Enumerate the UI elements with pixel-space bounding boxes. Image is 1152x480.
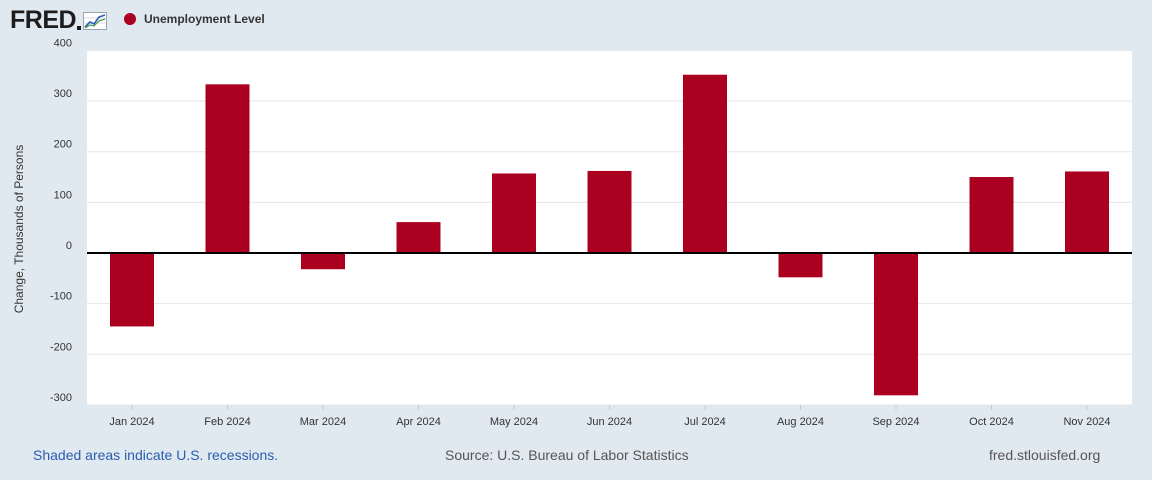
fred-logo-dot (77, 26, 82, 30)
fred-logo[interactable]: FRED (10, 6, 108, 34)
x-tick-label: Sep 2024 (872, 416, 919, 428)
bar-may-2024[interactable] (492, 173, 536, 253)
y-tick-label: -300 (50, 392, 72, 404)
fred-logo-text: FRED (10, 6, 77, 34)
fred-graph-icon (83, 12, 108, 30)
bar-feb-2024[interactable] (205, 84, 250, 253)
x-tick-label: Mar 2024 (300, 416, 346, 428)
chart-legend: Unemployment Level (124, 12, 265, 26)
y-tick-label: 0 (66, 240, 72, 252)
bar-apr-2024[interactable] (396, 222, 441, 253)
chart-header: FRED Unemployment Level (0, 0, 1152, 40)
bar-sep-2024[interactable] (874, 253, 918, 396)
x-tick-label: Nov 2024 (1063, 416, 1110, 428)
recession-note-link[interactable]: Shaded areas indicate U.S. recessions. (33, 447, 279, 463)
source-text: Source: U.S. Bureau of Labor Statistics (445, 447, 689, 463)
y-tick-label: 400 (54, 37, 72, 49)
x-tick-label: Feb 2024 (204, 416, 250, 428)
bar-aug-2024[interactable] (778, 253, 823, 278)
y-tick-label: 100 (54, 189, 72, 201)
x-tick-label: Jul 2024 (684, 416, 726, 428)
y-tick-label: 200 (54, 139, 72, 151)
x-tick-label: May 2024 (490, 416, 538, 428)
x-tick-label: Jan 2024 (109, 416, 154, 428)
legend-label: Unemployment Level (144, 12, 265, 26)
x-tick-label: Aug 2024 (777, 416, 824, 428)
bar-nov-2024[interactable] (1065, 171, 1109, 253)
legend-marker (124, 13, 136, 25)
site-link[interactable]: fred.stlouisfed.org (989, 447, 1101, 463)
bar-jan-2024[interactable] (110, 253, 154, 327)
y-axis-label: Change, Thousands of Persons (12, 145, 26, 314)
y-tick-label: -200 (50, 341, 72, 353)
x-tick-label: Apr 2024 (396, 416, 441, 428)
y-tick-label: -100 (50, 291, 72, 303)
x-tick-label: Jun 2024 (587, 416, 632, 428)
bar-jul-2024[interactable] (683, 74, 727, 253)
bar-mar-2024[interactable] (301, 253, 345, 270)
x-axis-ticks: Jan 2024 Feb 2024 Mar 2024 Apr 2024 May 2024… (109, 405, 1111, 428)
y-axis-ticks: -300 -200 -100 0 100 200 300 400 (50, 37, 72, 404)
bar-jun-2024[interactable] (587, 170, 632, 253)
y-tick-label: 300 (54, 88, 72, 100)
bar-oct-2024[interactable] (969, 177, 1014, 253)
bars (110, 74, 1109, 396)
x-tick-label: Oct 2024 (969, 416, 1014, 428)
